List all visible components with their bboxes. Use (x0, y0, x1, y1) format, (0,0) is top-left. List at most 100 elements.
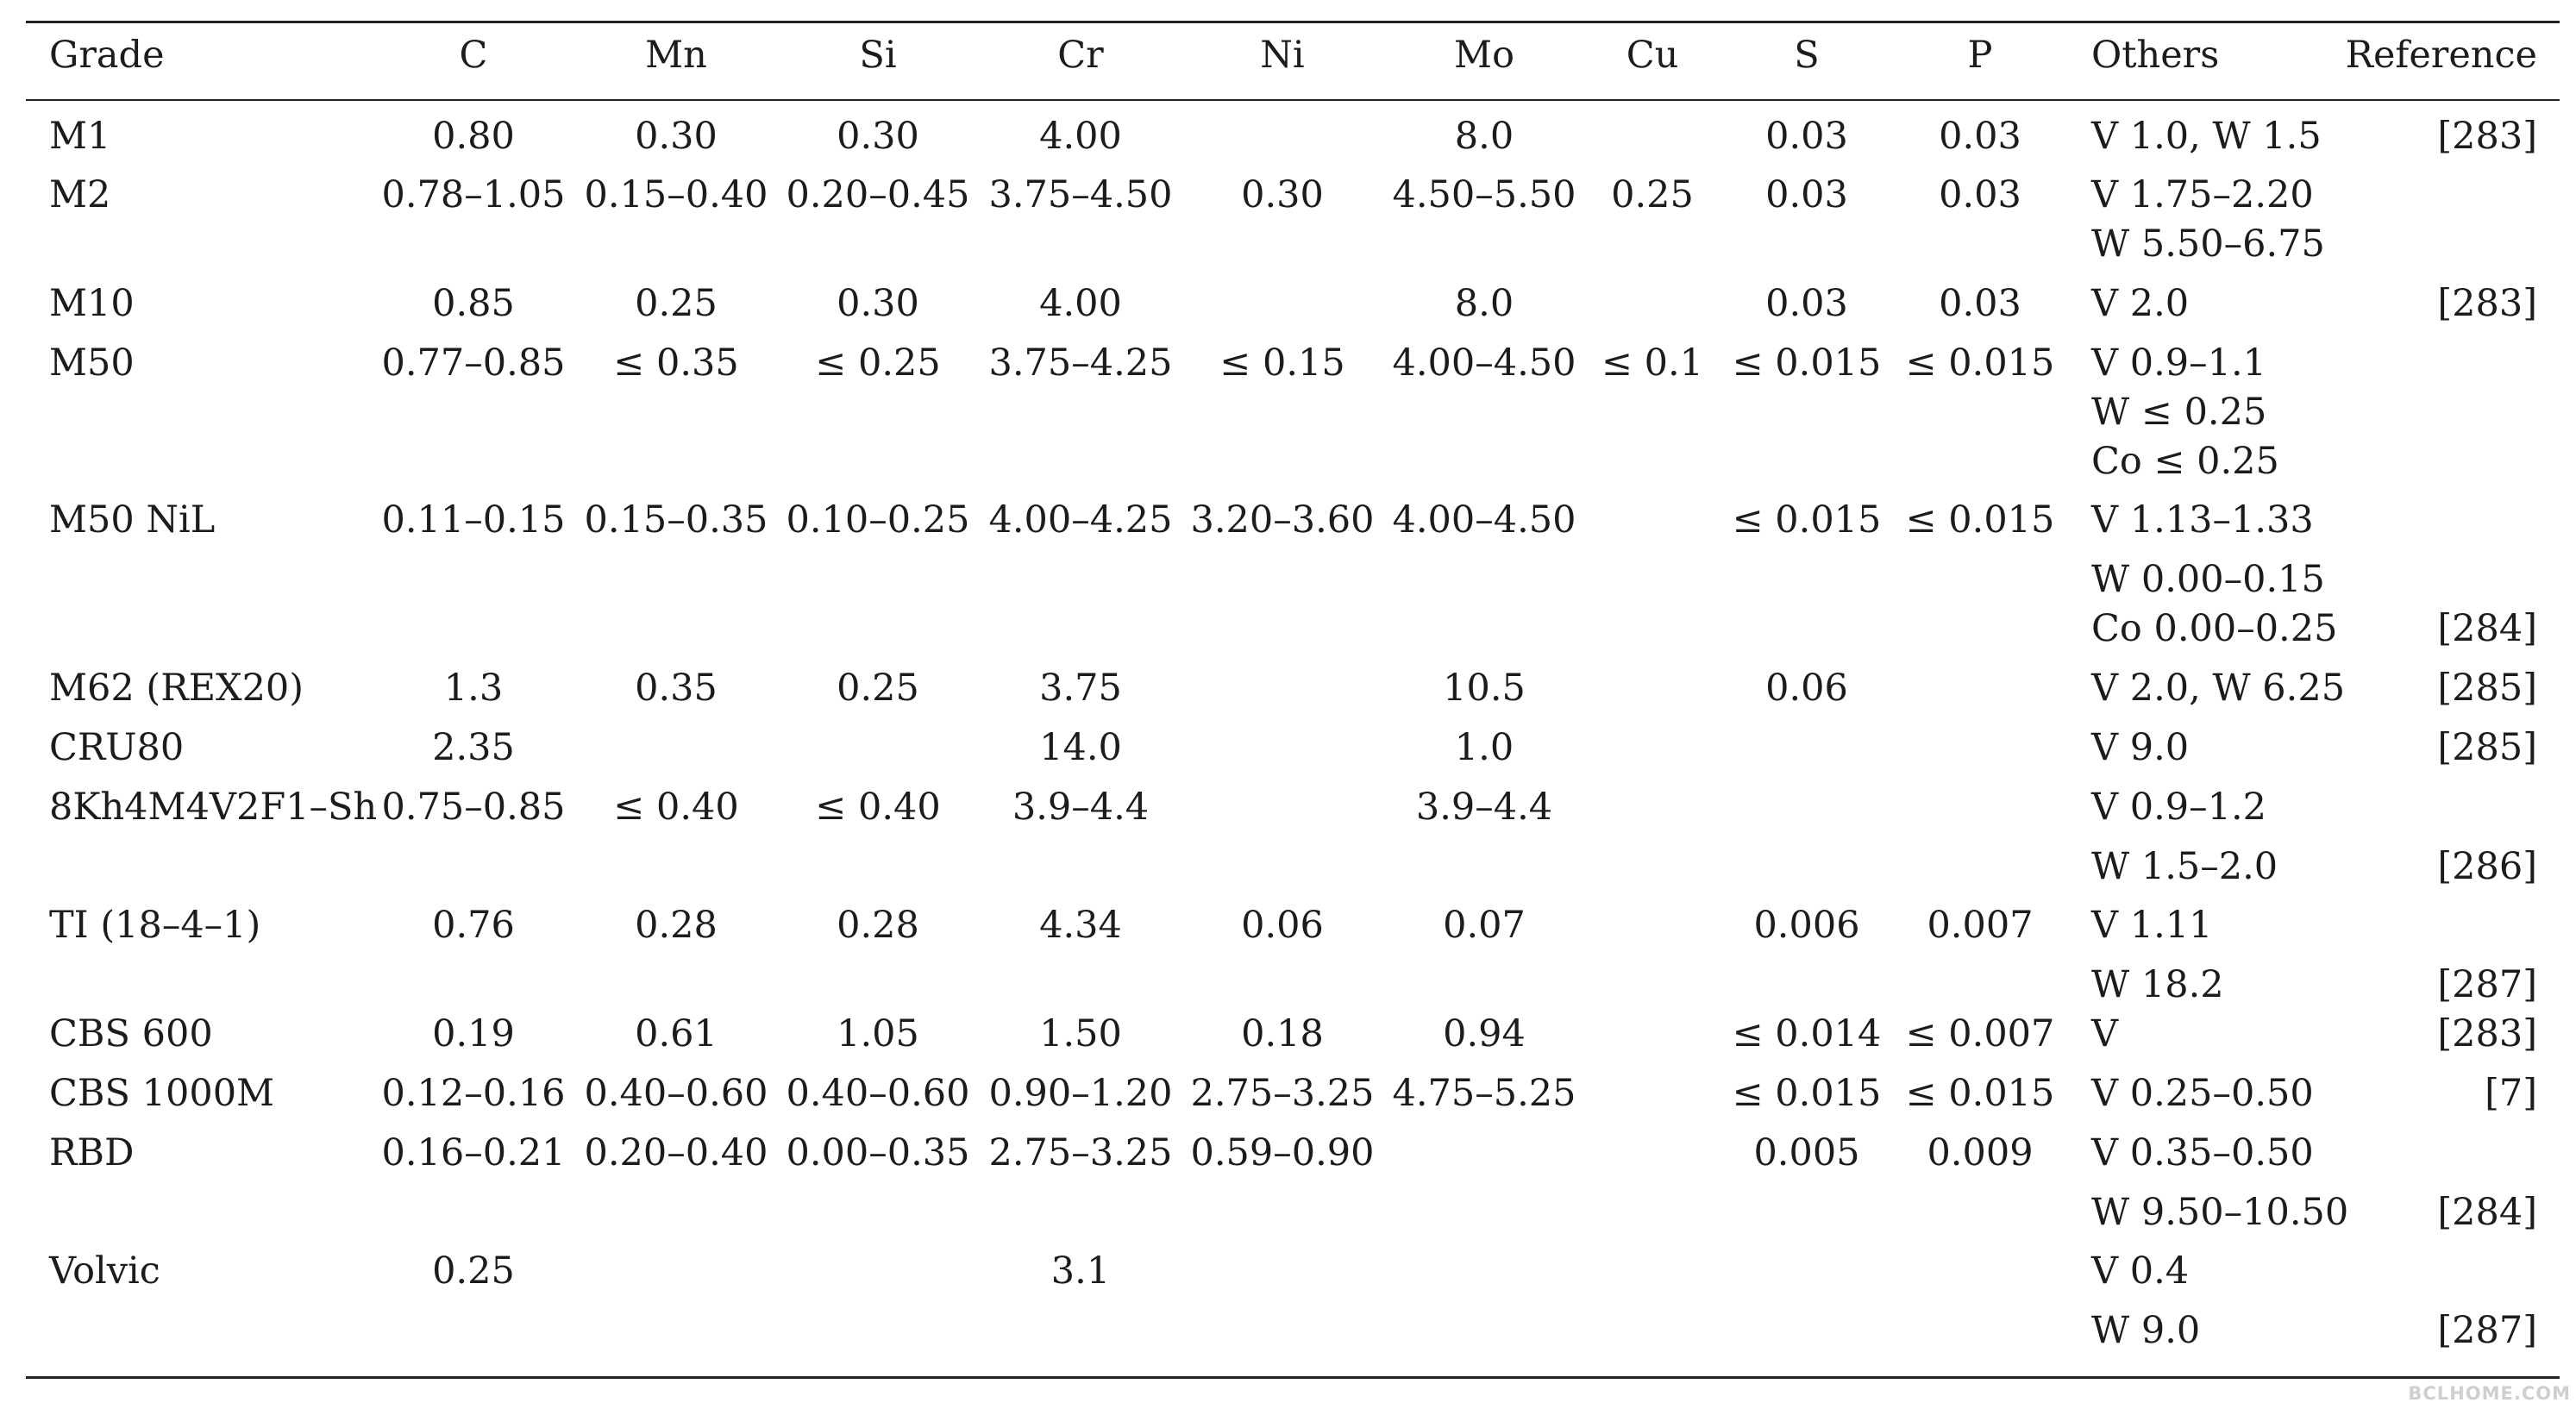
table-cell: 0.20–0.40 (584, 1131, 768, 1174)
table-cell: 0.35 (635, 667, 718, 710)
table-cell: 0.25 (432, 1249, 515, 1293)
table-cell-reference: [287] (2437, 963, 2537, 1006)
table-cell: 0.30 (635, 115, 718, 158)
table-cell: 1.05 (837, 1012, 919, 1055)
table-cell: 2.35 (432, 726, 515, 769)
column-header: Mn (645, 34, 707, 77)
table-cell-others: V 1.11 (2091, 904, 2213, 947)
table-cell-others: W ≤ 0.25 (2091, 391, 2267, 434)
table-cell: ≤ 0.40 (815, 786, 941, 829)
table-cell: ≤ 0.1 (1601, 341, 1704, 385)
table-cell: 4.00–4.25 (988, 498, 1173, 542)
table-cell: 0.06 (1241, 904, 1324, 947)
column-header: S (1794, 34, 1820, 77)
table-cell-others: V 2.0, W 6.25 (2091, 667, 2346, 710)
table-cell: 0.59–0.90 (1190, 1131, 1375, 1174)
table-top-rule (26, 21, 2560, 23)
table-cell-grade: CBS 1000M (49, 1072, 275, 1115)
table-cell-grade: Volvic (49, 1249, 160, 1293)
column-header: P (1967, 34, 1993, 77)
table-cell: 0.11–0.15 (381, 498, 566, 542)
watermark: BCLHOME.COM (2408, 1383, 2571, 1404)
table-cell: 10.5 (1443, 667, 1526, 710)
table-cell-reference: [284] (2437, 607, 2537, 650)
table-cell: 0.76 (432, 904, 515, 947)
table-cell-reference: [283] (2437, 1012, 2537, 1055)
table-header-rule (26, 99, 2560, 101)
table-cell: 3.75 (1039, 667, 1122, 710)
table-cell-reference: [283] (2437, 282, 2537, 325)
table-cell: 0.25 (1611, 173, 1694, 216)
table-cell: 8.0 (1454, 115, 1514, 158)
table-cell: 0.03 (1939, 282, 2021, 325)
table-cell: 0.30 (837, 282, 919, 325)
table-cell: ≤ 0.015 (1732, 498, 1882, 542)
table-cell: 0.03 (1939, 173, 2021, 216)
table-cell: 0.10–0.25 (786, 498, 970, 542)
table-cell: 4.00 (1039, 282, 1122, 325)
table-cell: 0.009 (1927, 1131, 2034, 1174)
table-cell-reference: [285] (2437, 726, 2537, 769)
table-cell: 0.00–0.35 (786, 1131, 970, 1174)
table-cell: ≤ 0.007 (1905, 1012, 2055, 1055)
table-cell: ≤ 0.40 (613, 786, 739, 829)
table-cell: 0.94 (1443, 1012, 1526, 1055)
table-cell: 1.0 (1454, 726, 1514, 769)
table-bottom-rule (26, 1376, 2560, 1379)
table-cell-grade: 8Kh4M4V2F1–Sh (49, 786, 378, 829)
table-cell: 4.00–4.50 (1392, 498, 1576, 542)
table-cell-others: W 18.2 (2091, 963, 2224, 1006)
table-cell: 0.85 (432, 282, 515, 325)
table-cell-others: V (2091, 1012, 2119, 1055)
table-cell-others: V 1.13–1.33 (2091, 498, 2314, 542)
table-cell-reference: [283] (2437, 115, 2537, 158)
table-cell-others: V 1.0, W 1.5 (2091, 115, 2322, 158)
column-header: Cu (1626, 34, 1679, 77)
table-cell: 3.75–4.50 (988, 173, 1173, 216)
table-cell: 1.3 (443, 667, 504, 710)
table-cell: 0.15–0.35 (584, 498, 768, 542)
table-cell: 0.18 (1241, 1012, 1324, 1055)
table-cell: 0.15–0.40 (584, 173, 768, 216)
table-cell-others: V 0.9–1.1 (2091, 341, 2266, 385)
table-cell: 0.07 (1443, 904, 1526, 947)
table-cell: 0.25 (635, 282, 718, 325)
table-cell-others: V 2.0 (2091, 282, 2190, 325)
table-cell-others: W 0.00–0.15 (2091, 558, 2325, 601)
table-cell: 0.30 (1241, 173, 1324, 216)
column-header: Cr (1057, 34, 1104, 77)
table-cell-others: W 9.0 (2091, 1309, 2201, 1352)
table-cell: 4.00 (1039, 115, 1122, 158)
table-cell: 14.0 (1039, 726, 1122, 769)
table-cell: ≤ 0.35 (613, 341, 739, 385)
table-cell: 0.16–0.21 (381, 1131, 566, 1174)
column-header: Reference (2345, 34, 2537, 77)
column-header: C (459, 34, 488, 77)
table-cell: 0.03 (1765, 173, 1848, 216)
table-cell: 0.61 (635, 1012, 718, 1055)
table-cell: 4.50–5.50 (1392, 173, 1576, 216)
table-cell: 1.50 (1039, 1012, 1122, 1055)
table-cell: 0.19 (432, 1012, 515, 1055)
table-cell-others: V 0.9–1.2 (2091, 786, 2266, 829)
column-header: Si (859, 34, 897, 77)
table-cell: 0.03 (1765, 115, 1848, 158)
table-cell: 0.03 (1939, 115, 2021, 158)
table-cell-grade: RBD (49, 1131, 135, 1174)
column-header: Ni (1260, 34, 1305, 77)
column-header: Grade (49, 34, 165, 77)
table-cell: 8.0 (1454, 282, 1514, 325)
table-cell-others: V 9.0 (2091, 726, 2190, 769)
table-cell: ≤ 0.014 (1732, 1012, 1882, 1055)
table-cell: 0.75–0.85 (381, 786, 566, 829)
table-cell: 0.80 (432, 115, 515, 158)
table-cell: ≤ 0.015 (1905, 341, 2055, 385)
table-cell: 4.75–5.25 (1392, 1072, 1576, 1115)
table-cell-others: V 0.4 (2091, 1249, 2190, 1293)
table-cell-reference: [285] (2437, 667, 2537, 710)
table-cell-others: W 5.50–6.75 (2091, 222, 2325, 266)
table-cell: 0.005 (1753, 1131, 1860, 1174)
table-cell: 0.06 (1765, 667, 1848, 710)
table-cell: 0.007 (1927, 904, 2034, 947)
table-cell: 0.90–1.20 (988, 1072, 1173, 1115)
